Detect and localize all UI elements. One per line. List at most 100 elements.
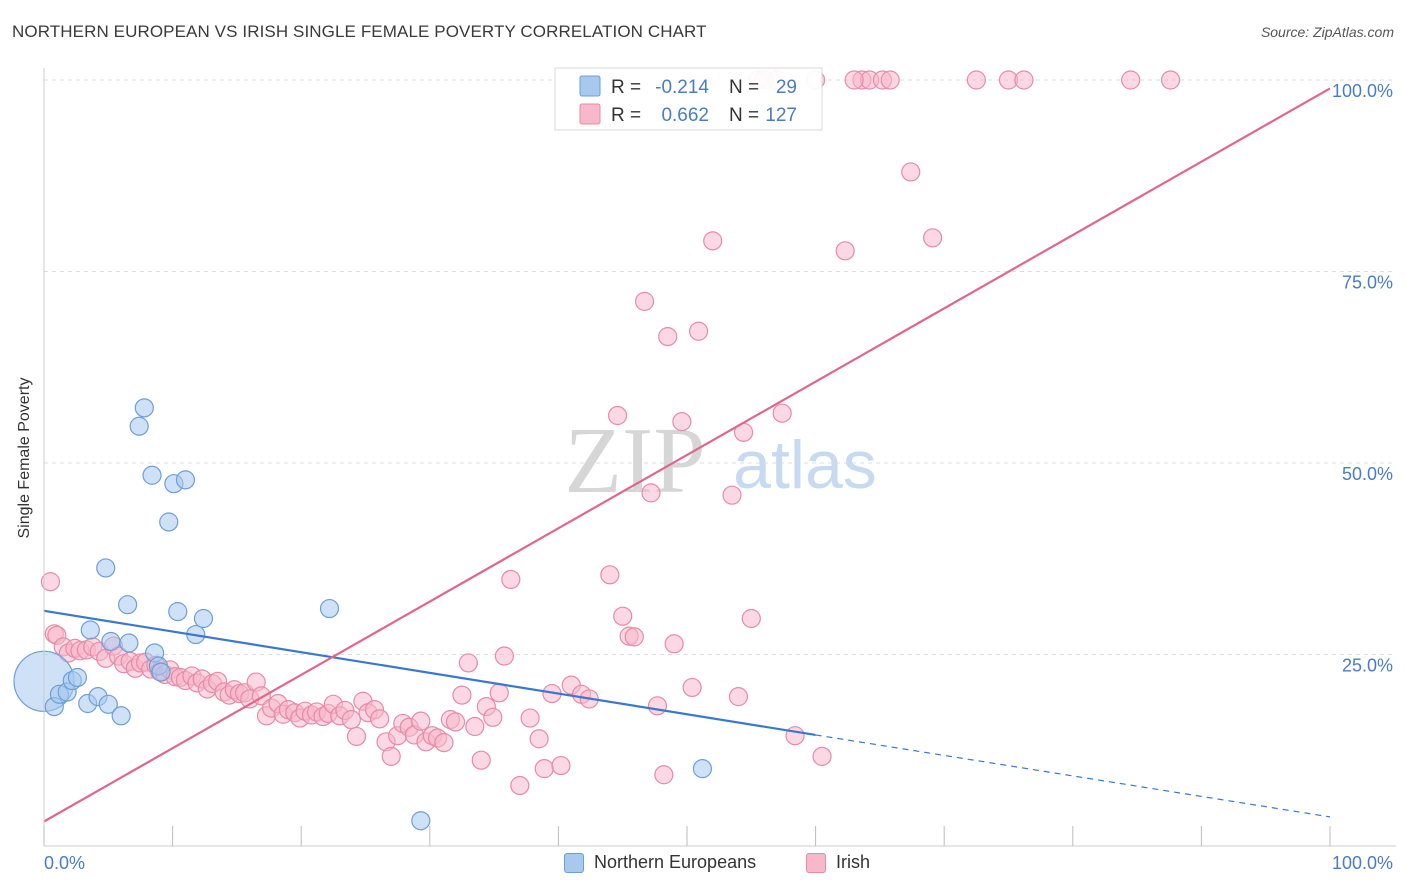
northern-europeans-swatch (564, 852, 584, 873)
irish-point-97 (634, 291, 655, 311)
irish-point-84 (520, 708, 540, 728)
irish-point-117 (835, 241, 855, 261)
irish-point-124 (966, 70, 986, 90)
irish-point-83 (510, 775, 530, 796)
irish-point-107 (722, 485, 742, 505)
northern-europeans-points (13, 398, 713, 831)
y-tick-label-100: 100.0% (1332, 81, 1393, 101)
x-tick-label-0: 0.0% (44, 853, 85, 873)
irish-swatch (806, 852, 826, 873)
stats-legend-n-value-0: 29 (776, 77, 797, 98)
northern-europeans-point-11 (101, 631, 121, 652)
northern-europeans-point-27 (319, 598, 340, 619)
irish-point-127 (1121, 70, 1141, 90)
northern-europeans-point-5 (67, 667, 88, 688)
irish-point-67 (411, 711, 431, 731)
irish-point-104 (682, 677, 702, 698)
irish-point-123 (923, 228, 943, 248)
irish-point-99 (647, 696, 668, 716)
irish-point-71 (434, 732, 454, 753)
irish-point-128 (1160, 70, 1181, 90)
northern-europeans-point-16 (134, 398, 154, 418)
irish-point-114 (785, 726, 805, 746)
watermark-atlas: atlas (733, 427, 877, 503)
stats-legend-n-value-1: 127 (765, 105, 797, 126)
trend-lines (43, 87, 1331, 823)
watermark: ZIP atlas (565, 409, 877, 513)
irish-point-93 (607, 405, 628, 426)
axes: 25.0% 50.0% 75.0% 100.0% 0.0% 100.0% (43, 68, 1396, 873)
stats-legend-r-label-0: R = (611, 77, 641, 98)
irish-point-81 (494, 646, 514, 666)
northern-europeans-point-12 (111, 706, 131, 726)
irish-point-82 (501, 569, 521, 590)
irish-point-96 (624, 627, 644, 647)
irish-point-73 (445, 712, 466, 732)
irish-point-0 (40, 572, 61, 592)
northern-europeans-point-10 (98, 694, 118, 714)
northern-europeans-point-24 (175, 470, 196, 490)
legend-label-northern-europeans: Northern Europeans (594, 852, 757, 872)
northern-europeans-point-20 (151, 662, 171, 682)
irish-point-122 (901, 162, 921, 182)
irish-point-88 (551, 755, 571, 776)
y-tick-label-50: 50.0% (1342, 464, 1393, 484)
irish-point-86 (534, 759, 554, 779)
x-tick-label-100: 100.0% (1332, 853, 1393, 873)
y-tick-label-75: 75.0% (1342, 273, 1393, 293)
northern-europeans-point-13 (117, 595, 138, 615)
legend-item-irish[interactable]: Irish (806, 852, 870, 873)
northern-europeans-point-17 (142, 465, 162, 485)
irish-point-62 (381, 746, 401, 766)
northern-europeans-point-28 (411, 811, 431, 831)
irish-point-60 (370, 709, 390, 729)
stats-legend-swatch-1 (579, 103, 601, 125)
irish-point-94 (613, 606, 633, 626)
stats-legend-n-label-0: N = (729, 77, 759, 98)
irish-point-116 (812, 746, 832, 766)
stats-legend-swatch-0 (579, 75, 601, 97)
northern-europeans-point-29 (692, 759, 713, 779)
irish-point-126 (1014, 70, 1034, 90)
irish-point-76 (465, 716, 485, 737)
northern-europeans-point-23 (168, 602, 188, 622)
stats-legend: R = -0.214 N = 29 R = 0.662 N = 127 (554, 67, 823, 131)
irish-point-110 (741, 608, 761, 629)
irish-point-102 (664, 634, 684, 654)
irish-point-101 (658, 327, 678, 347)
irish-point-56 (346, 726, 367, 747)
irish-trend-line (43, 87, 1331, 823)
source-label: Source: ZipAtlas.com (1260, 24, 1394, 40)
stats-legend-r-label-1: R = (611, 105, 641, 126)
irish-point-106 (703, 231, 723, 251)
irish-point-108 (728, 687, 749, 707)
legend-item-northern-europeans[interactable]: Northern Europeans (564, 852, 756, 873)
irish-point-100 (654, 765, 674, 785)
stats-legend-n-label-1: N = (729, 105, 759, 126)
chart-title: NORTHERN EUROPEAN VS IRISH SINGLE FEMALE… (12, 22, 707, 41)
irish-point-77 (471, 750, 491, 770)
northern-europeans-point-15 (129, 416, 149, 436)
irish-point-80 (489, 683, 509, 703)
irish-point-129 (844, 70, 864, 90)
northern-europeans-point-21 (159, 512, 179, 532)
bottom-legend: Northern Europeans Irish (0, 852, 1406, 878)
northern-europeans-trend-line (43, 609, 816, 737)
irish-point-55 (341, 710, 361, 730)
northern-europeans-point-9 (96, 558, 116, 578)
irish-point-75 (458, 653, 478, 673)
irish-point-113 (772, 403, 792, 423)
legend-label-irish: Irish (836, 852, 871, 872)
irish-point-92 (600, 565, 620, 585)
irish-point-74 (452, 685, 472, 705)
y-tick-label-25: 25.0% (1342, 656, 1393, 676)
irish-point-105 (688, 321, 709, 341)
stats-legend-r-value-0: -0.214 (655, 77, 709, 98)
irish-point-103 (672, 412, 692, 432)
irish-point-98 (641, 483, 661, 503)
northern-europeans-point-7 (80, 620, 100, 640)
stats-legend-r-value-1: 0.662 (661, 105, 709, 126)
northern-europeans-point-14 (119, 633, 139, 653)
irish-point-121 (880, 70, 900, 90)
